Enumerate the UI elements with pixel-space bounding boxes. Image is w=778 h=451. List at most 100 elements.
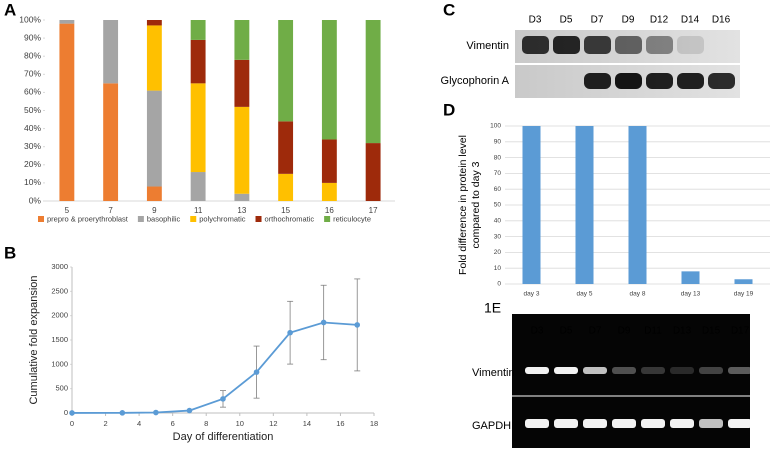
bar-segment <box>59 20 75 24</box>
y-tick-label: 20 <box>494 249 502 256</box>
bar <box>522 126 541 284</box>
bar-segment <box>278 173 294 201</box>
point <box>119 410 126 416</box>
point <box>320 319 327 326</box>
x-tick-label: 8 <box>204 419 208 428</box>
legend-swatch <box>255 216 262 222</box>
x-tick-label: 10 <box>236 419 244 428</box>
bar <box>734 279 753 284</box>
y-tick-label: 2500 <box>51 286 68 295</box>
lane-label: D5 <box>560 326 573 337</box>
gel-band <box>554 419 578 428</box>
y-tick-label: 80 <box>494 154 502 161</box>
x-tick-label: 11 <box>194 206 203 215</box>
gel-band <box>641 419 665 428</box>
y-tick-label: 10% <box>24 177 41 187</box>
panel-label: B <box>4 243 16 262</box>
x-tick-label: day 19 <box>734 291 754 298</box>
bar-segment <box>234 193 250 201</box>
row-label: Glycophorin A <box>441 75 510 87</box>
legend-swatch <box>38 216 44 222</box>
bar-segment <box>321 139 337 183</box>
x-tick-label: 2 <box>103 419 107 428</box>
panel-label: C <box>443 0 455 19</box>
gel-band <box>583 419 607 428</box>
bar-segment <box>103 83 119 201</box>
panel-label: A <box>4 0 16 19</box>
y-tick-label: 2000 <box>51 311 68 320</box>
gel-band <box>699 367 723 374</box>
blot-band <box>553 36 580 54</box>
x-tick-label: 7 <box>108 206 113 215</box>
y-tick-label: 0% <box>29 195 42 205</box>
x-tick-label: 13 <box>237 206 246 215</box>
gel-band <box>728 419 752 428</box>
bar-segment <box>190 20 206 40</box>
bar-segment <box>190 83 206 173</box>
y-tick-label: 1000 <box>51 359 68 368</box>
blot-band <box>615 36 642 54</box>
gel-band <box>612 367 636 374</box>
bar-segment <box>59 23 75 202</box>
x-axis-label: Day of differentiation <box>173 431 274 443</box>
blot-band <box>677 73 704 89</box>
bar-segment <box>234 59 250 107</box>
x-tick-label: 9 <box>152 206 157 215</box>
row-label: Vimentin <box>472 367 515 379</box>
y-tick-label: 100 <box>490 123 501 130</box>
x-tick-label: 4 <box>137 419 141 428</box>
blot-band <box>584 73 611 89</box>
point <box>253 369 260 375</box>
bar <box>681 271 700 284</box>
y-tick-label: 50 <box>494 202 502 209</box>
bar-segment <box>278 20 294 122</box>
y-tick-label: 100% <box>19 14 41 24</box>
gel-band <box>670 419 694 428</box>
point <box>186 407 193 414</box>
y-tick-label: 50% <box>24 105 41 115</box>
point <box>287 329 293 336</box>
bar-segment <box>190 39 206 84</box>
y-tick-label: 70% <box>24 69 41 79</box>
bar-segment <box>234 20 250 60</box>
lane-label: D3 <box>531 326 544 337</box>
point <box>153 409 159 416</box>
row-label: Vimentin <box>466 40 509 52</box>
x-tick-label: 16 <box>336 419 344 428</box>
lane-label: D11 <box>644 326 662 337</box>
lane-label: D13 <box>673 326 692 337</box>
panel-label: D <box>443 100 455 119</box>
gel-band <box>612 419 636 428</box>
lane-label: D15 <box>702 326 721 337</box>
bar-segment <box>190 172 206 201</box>
legend-label: prepro & proerythroblast <box>47 214 129 223</box>
y-tick-label: 500 <box>55 384 68 393</box>
bar-segment <box>321 182 337 201</box>
y-tick-label: 0 <box>497 281 501 288</box>
y-tick-label: 30 <box>494 233 502 240</box>
y-tick-label: 70 <box>494 170 502 177</box>
bar-segment <box>103 20 119 84</box>
y-tick-label: 40 <box>494 218 502 225</box>
blot-band <box>584 36 611 54</box>
x-tick-label: day 5 <box>577 291 593 298</box>
lane-label: D14 <box>681 15 700 26</box>
y-tick-label: 10 <box>494 265 502 272</box>
x-tick-label: 18 <box>370 419 378 428</box>
lane-label: D7 <box>591 15 604 26</box>
gel-band <box>583 367 607 374</box>
blot-band <box>677 36 704 54</box>
x-tick-label: 6 <box>171 419 175 428</box>
legend-label: orthochromatic <box>265 214 315 223</box>
bar-segment <box>146 90 162 187</box>
blot-band <box>615 73 642 89</box>
bar-segment <box>234 106 250 194</box>
x-tick-label: 14 <box>303 419 311 428</box>
line-series <box>71 321 358 414</box>
gel-band <box>525 419 549 428</box>
y-tick-label: 3000 <box>51 262 68 271</box>
y-tick-label: 60% <box>24 87 41 97</box>
x-tick-label: 17 <box>369 206 378 215</box>
x-tick-label: 12 <box>269 419 277 428</box>
